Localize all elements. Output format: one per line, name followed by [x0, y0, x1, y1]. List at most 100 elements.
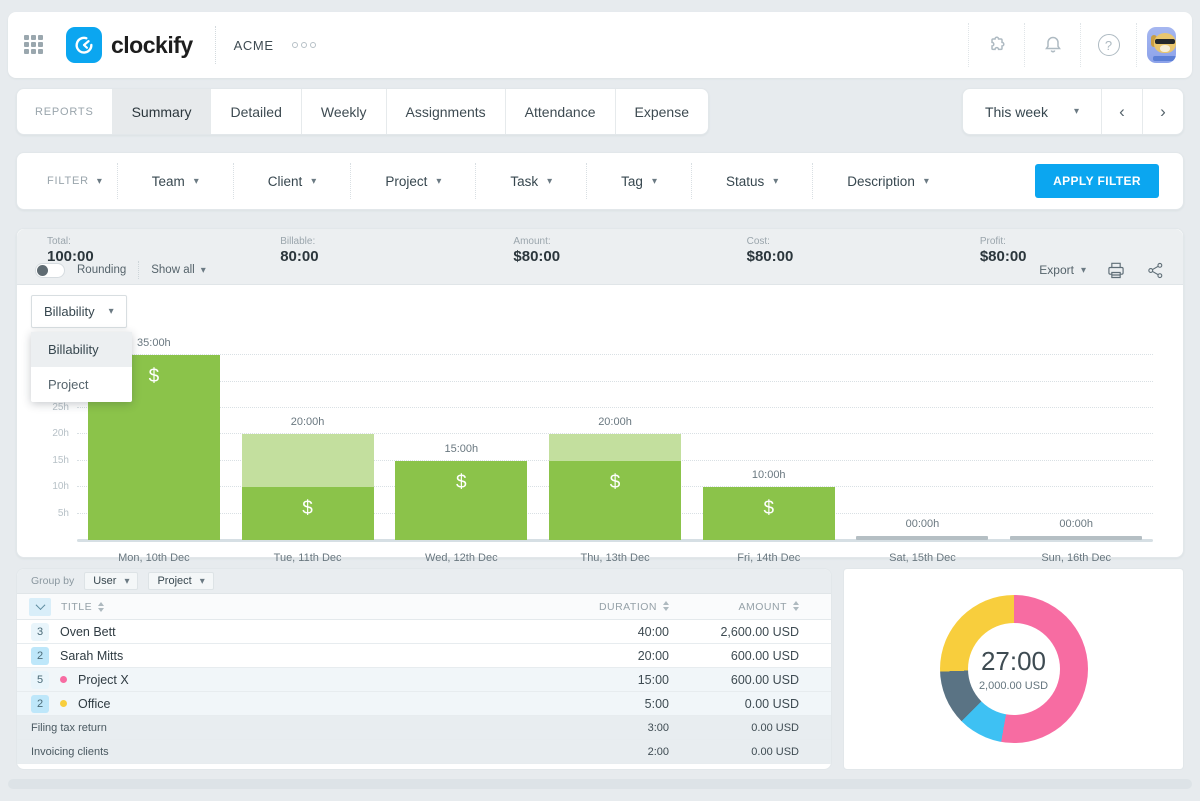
- bar-column[interactable]: 00:00h Sat, 15th Dec: [846, 301, 1000, 564]
- table-row[interactable]: Invoicing clients 2:00 0.00 USD: [17, 740, 831, 764]
- bar-column[interactable]: 20:00h $ Tue, 11th Dec: [231, 301, 385, 564]
- bar-billable-segment: $: [549, 460, 682, 540]
- stat-value: 80:00: [280, 248, 319, 265]
- filter-tag-dropdown[interactable]: Tag ▾: [586, 163, 691, 199]
- bar-value-label: 20:00h: [290, 416, 325, 429]
- collapse-all-button[interactable]: [29, 597, 51, 616]
- apply-filter-button[interactable]: APPLY FILTER: [1035, 164, 1159, 198]
- chevron-down-icon: ▾: [436, 175, 442, 187]
- integrations-button[interactable]: [968, 23, 1024, 67]
- bar-column[interactable]: 20:00h $ Thu, 13th Dec: [538, 301, 692, 564]
- amount-column-label: AMOUNT: [738, 600, 787, 613]
- export-label: Export: [1039, 263, 1074, 277]
- chart-group-option-project[interactable]: Project: [48, 377, 89, 392]
- show-all-dropdown[interactable]: Show all ▾: [151, 264, 206, 276]
- filter-item-label: Team: [151, 173, 185, 189]
- filter-team-dropdown[interactable]: Team ▾: [116, 163, 233, 199]
- brand-name: clockify: [111, 31, 193, 58]
- clockify-logo[interactable]: clockify: [66, 27, 193, 63]
- group-by-label: Group by: [31, 575, 75, 587]
- chevron-down-icon: ▾: [200, 264, 206, 276]
- bar[interactable]: $: [549, 434, 682, 540]
- chart-group-option-billability[interactable]: Billability: [31, 332, 132, 367]
- tab-summary[interactable]: Summary: [111, 89, 211, 134]
- column-header-title[interactable]: TITLE: [61, 601, 559, 613]
- print-icon[interactable]: [1106, 260, 1126, 280]
- column-header-amount[interactable]: AMOUNT: [669, 600, 799, 613]
- table-row[interactable]: Filing tax return 3:00 0.00 USD: [17, 716, 831, 740]
- group-by-user-value: User: [93, 575, 117, 587]
- bar-column[interactable]: 00:00h Sun, 16th Dec: [999, 301, 1153, 564]
- bar[interactable]: $: [395, 460, 528, 540]
- workspace-name[interactable]: ACME: [233, 37, 274, 53]
- app-switcher-icon[interactable]: [24, 35, 44, 55]
- totals-bar: Total: 100:00 Billable: 80:00 Amount: $80:00 C…: [17, 229, 1183, 285]
- share-icon[interactable]: [1146, 261, 1165, 280]
- next-period-button[interactable]: ›: [1142, 89, 1183, 134]
- table-row[interactable]: 2 Sarah Mitts 20:00 600.00 USD: [17, 644, 831, 668]
- filter-dropdown[interactable]: FILTER ▾: [17, 175, 117, 187]
- tab-assignments[interactable]: Assignments: [385, 89, 505, 134]
- bar-nonbillable-segment: [549, 434, 682, 461]
- filter-client-dropdown[interactable]: Client ▾: [232, 163, 351, 199]
- project-color-dot: [60, 700, 67, 707]
- x-axis-label: Fri, 14th Dec: [737, 552, 801, 564]
- total-stat: Billable: 80:00: [250, 229, 483, 284]
- table-row[interactable]: 5 Project X 15:00 600.00 USD: [17, 668, 831, 692]
- gridline: [77, 407, 1153, 408]
- help-button[interactable]: ?: [1080, 23, 1136, 67]
- bar[interactable]: [1010, 536, 1143, 540]
- workspace-more-icon[interactable]: [291, 42, 316, 48]
- rounding-toggle[interactable]: [35, 262, 65, 278]
- previous-period-button[interactable]: ‹: [1101, 89, 1142, 134]
- table-row[interactable]: 3 Oven Bett 40:00 2,600.00 USD: [17, 620, 831, 644]
- gridline: [77, 354, 1153, 356]
- period-dropdown[interactable]: This week ▾: [963, 89, 1101, 134]
- group-by-user-dropdown[interactable]: User ▾: [84, 572, 139, 590]
- bar-column[interactable]: 15:00h $ Wed, 12th Dec: [384, 301, 538, 564]
- report-tabs: REPORTS Summary Detailed Weekly Assignments…: [16, 88, 709, 135]
- tab-attendance[interactable]: Attendance: [504, 89, 615, 134]
- table-row[interactable]: 2 Office 5:00 0.00 USD: [17, 692, 831, 716]
- group-by-project-value: Project: [157, 575, 192, 587]
- donut-center: 27:00 2,000.00 USD: [967, 623, 1060, 715]
- topbar-actions: ?: [968, 12, 1192, 78]
- profile-button[interactable]: [1136, 23, 1192, 67]
- chevron-down-icon: ▾: [108, 306, 114, 317]
- filter-status-dropdown[interactable]: Status ▾: [690, 163, 812, 199]
- billable-dollar-icon: $: [456, 471, 467, 493]
- row-amount: 600.00 USD: [730, 648, 799, 663]
- donut-chart[interactable]: 27:00 2,000.00 USD: [939, 595, 1088, 743]
- tab-expense[interactable]: Expense: [614, 89, 708, 134]
- project-color-dot: [60, 676, 67, 683]
- avatar[interactable]: [1147, 27, 1176, 63]
- show-all-label: Show all: [151, 264, 195, 276]
- tab-weekly[interactable]: Weekly: [300, 89, 386, 134]
- bar[interactable]: $: [241, 434, 374, 540]
- row-duration: 20:00: [637, 648, 669, 663]
- notifications-button[interactable]: [1024, 23, 1080, 67]
- bar-billable-segment: $: [395, 460, 528, 540]
- filter-task-dropdown[interactable]: Task ▾: [475, 163, 586, 199]
- expand-count-badge[interactable]: 2: [31, 646, 49, 665]
- group-by-project-dropdown[interactable]: Project ▾: [148, 572, 214, 590]
- bar-column[interactable]: 35:00h $ Mon, 10th Dec: [77, 301, 231, 564]
- filter-project-dropdown[interactable]: Project ▾: [350, 163, 475, 199]
- filter-item-label: Client: [267, 173, 303, 189]
- export-dropdown[interactable]: Export ▾: [1039, 263, 1086, 277]
- divider: [214, 26, 216, 64]
- expand-count-badge[interactable]: 3: [31, 622, 49, 641]
- x-axis-label: Wed, 12th Dec: [425, 552, 498, 564]
- expand-count-badge[interactable]: 2: [31, 694, 49, 713]
- bar-column[interactable]: 10:00h $ Fri, 14th Dec: [692, 301, 846, 564]
- filter-description-dropdown[interactable]: Description ▾: [812, 163, 963, 199]
- bar[interactable]: $: [702, 487, 835, 540]
- row-duration: 5:00: [644, 696, 669, 711]
- tab-detailed[interactable]: Detailed: [210, 89, 300, 134]
- bar[interactable]: [856, 536, 989, 540]
- chart-group-dropdown[interactable]: Billability ▾: [31, 295, 127, 328]
- filter-label: FILTER: [47, 175, 89, 187]
- expand-count-badge[interactable]: 5: [31, 670, 49, 689]
- rounding-label: Rounding: [77, 264, 127, 276]
- column-header-duration[interactable]: DURATION: [559, 600, 669, 613]
